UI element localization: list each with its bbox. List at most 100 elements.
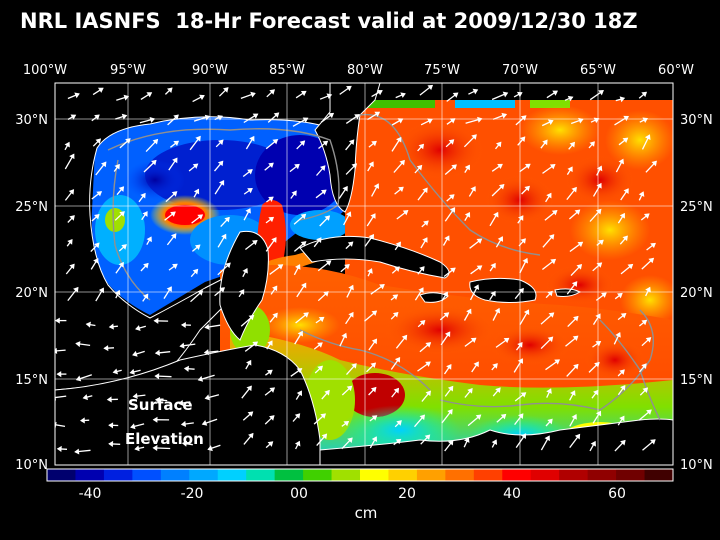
colorbar-swatch bbox=[103, 469, 133, 481]
colorbar-swatch bbox=[47, 469, 76, 481]
wind-arrowhead-icon bbox=[152, 444, 158, 452]
wind-arrowhead-icon bbox=[193, 188, 200, 195]
wind-arrowhead-icon bbox=[146, 236, 152, 243]
wind-arrowhead-icon bbox=[598, 239, 604, 246]
wind-arrowhead-icon bbox=[520, 238, 526, 244]
wind-arrowhead-icon bbox=[277, 264, 284, 270]
wind-arrowhead-icon bbox=[447, 385, 454, 392]
wind-arrowhead-icon bbox=[576, 264, 583, 270]
wind-arrowhead-icon bbox=[393, 387, 400, 394]
wind-arrowhead-icon bbox=[523, 309, 530, 316]
jamaica-land bbox=[419, 292, 449, 303]
wind-arrowhead-icon bbox=[447, 409, 453, 415]
wind-arrowhead-icon bbox=[570, 390, 576, 396]
wind-arrowhead-icon bbox=[520, 433, 527, 439]
wind-arrowhead-icon bbox=[569, 141, 575, 148]
colorbar-swatch bbox=[360, 469, 389, 481]
wind-arrowhead-icon bbox=[492, 363, 498, 369]
wind-arrowhead-icon bbox=[192, 163, 199, 169]
wind-arrowhead-icon bbox=[320, 189, 327, 195]
wind-arrowhead-icon bbox=[470, 186, 476, 192]
wind-arrowhead-icon bbox=[219, 287, 226, 293]
wind-arrowhead-icon bbox=[368, 161, 374, 168]
wind-arrowhead-icon bbox=[296, 368, 303, 374]
lat-label: 10°N bbox=[15, 458, 48, 473]
wind-arrowhead-icon bbox=[502, 91, 509, 98]
colorbar-swatch bbox=[587, 469, 617, 481]
wind-arrowhead-icon bbox=[494, 307, 501, 314]
wind-arrowhead-icon bbox=[152, 416, 158, 423]
wind-arrowhead-icon bbox=[299, 140, 306, 146]
wind-arrowhead-icon bbox=[69, 153, 75, 160]
graticule bbox=[55, 83, 673, 465]
wind-arrowhead-icon bbox=[573, 363, 579, 370]
wind-arrowhead-icon bbox=[498, 183, 505, 190]
wind-arrowhead-icon bbox=[444, 235, 450, 242]
wind-arrowhead-icon bbox=[368, 233, 375, 240]
lon-label: 75°W bbox=[424, 63, 460, 78]
map-panel: Surface Elevation bbox=[55, 83, 673, 465]
wind-arrowhead-icon bbox=[401, 334, 408, 341]
wind-arrowhead-icon bbox=[475, 414, 482, 420]
colorbar-tick-label: -40 bbox=[79, 486, 102, 502]
wind-arrowhead-icon bbox=[272, 312, 278, 319]
wind-arrowhead-icon bbox=[547, 336, 554, 343]
colorbar-tick-label: 20 bbox=[398, 486, 416, 502]
wind-arrowhead-icon bbox=[452, 92, 459, 98]
lon-label: 70°W bbox=[502, 63, 538, 78]
wind-arrowhead-icon bbox=[74, 92, 80, 99]
wind-arrowhead-icon bbox=[495, 387, 501, 394]
wind-arrowhead-icon bbox=[181, 440, 188, 447]
wind-arrowhead-icon bbox=[326, 93, 333, 100]
map-frame bbox=[54, 82, 674, 466]
wind-arrowhead-icon bbox=[296, 390, 303, 397]
wind-arrowhead-icon bbox=[546, 192, 552, 199]
wind-arrowhead-icon bbox=[179, 342, 185, 349]
colorbar: -40 -20 00 20 40 60 cm bbox=[46, 468, 674, 522]
wind-arrowhead-icon bbox=[217, 114, 224, 121]
wind-arrowhead-icon bbox=[194, 244, 201, 251]
wind-arrowhead-icon bbox=[544, 435, 550, 442]
wind-arrowhead-icon bbox=[571, 186, 577, 193]
wind-arrowhead-icon bbox=[180, 322, 186, 329]
wind-arrowhead-icon bbox=[371, 415, 378, 421]
wind-arrowhead-icon bbox=[644, 134, 651, 140]
wind-arrowhead-icon bbox=[167, 87, 173, 94]
wind-arrowhead-icon bbox=[318, 316, 325, 323]
wind-arrowhead-icon bbox=[170, 233, 177, 239]
wind-arrowhead-icon bbox=[180, 420, 187, 428]
wind-arrowhead-icon bbox=[130, 423, 136, 430]
wind-arrowhead-icon bbox=[551, 210, 558, 216]
wind-arrowhead-icon bbox=[374, 111, 381, 117]
wind-arrowhead-icon bbox=[596, 165, 603, 172]
wind-arrowhead-icon bbox=[172, 157, 178, 164]
wind-arrowhead-icon bbox=[395, 241, 401, 248]
wind-arrowhead-icon bbox=[217, 160, 224, 167]
wind-arrowhead-icon bbox=[325, 260, 332, 266]
wind-arrowhead-icon bbox=[94, 213, 100, 220]
wind-arrowhead-icon bbox=[490, 290, 496, 297]
wind-arrowhead-icon bbox=[371, 338, 378, 345]
depth-contours bbox=[107, 113, 661, 421]
lat-label: 20°N bbox=[15, 286, 48, 301]
wind-arrowhead-icon bbox=[427, 84, 434, 91]
wind-arrowhead-icon bbox=[590, 440, 596, 447]
wind-arrowhead-icon bbox=[518, 215, 524, 221]
wind-arrowhead-icon bbox=[490, 262, 496, 269]
wind-arrowhead-icon bbox=[419, 319, 426, 326]
wind-arrowhead-icon bbox=[550, 258, 557, 265]
wind-arrowhead-icon bbox=[320, 413, 326, 419]
wind-arrowhead-icon bbox=[204, 394, 210, 401]
wind-arrowhead-icon bbox=[451, 164, 457, 170]
colorbar-tick-label: 40 bbox=[503, 486, 521, 502]
wind-arrowhead-icon bbox=[221, 233, 227, 240]
wind-arrowhead-icon bbox=[121, 244, 127, 250]
wind-arrowhead-icon bbox=[100, 161, 107, 168]
wind-arrowhead-icon bbox=[224, 216, 230, 223]
wind-arrowhead-icon bbox=[547, 418, 553, 425]
wind-arrowhead-icon bbox=[295, 264, 301, 270]
wind-arrowhead-icon bbox=[424, 434, 431, 440]
wind-arrowhead-icon bbox=[300, 213, 307, 220]
colorbar-tick-label: -20 bbox=[181, 486, 204, 502]
